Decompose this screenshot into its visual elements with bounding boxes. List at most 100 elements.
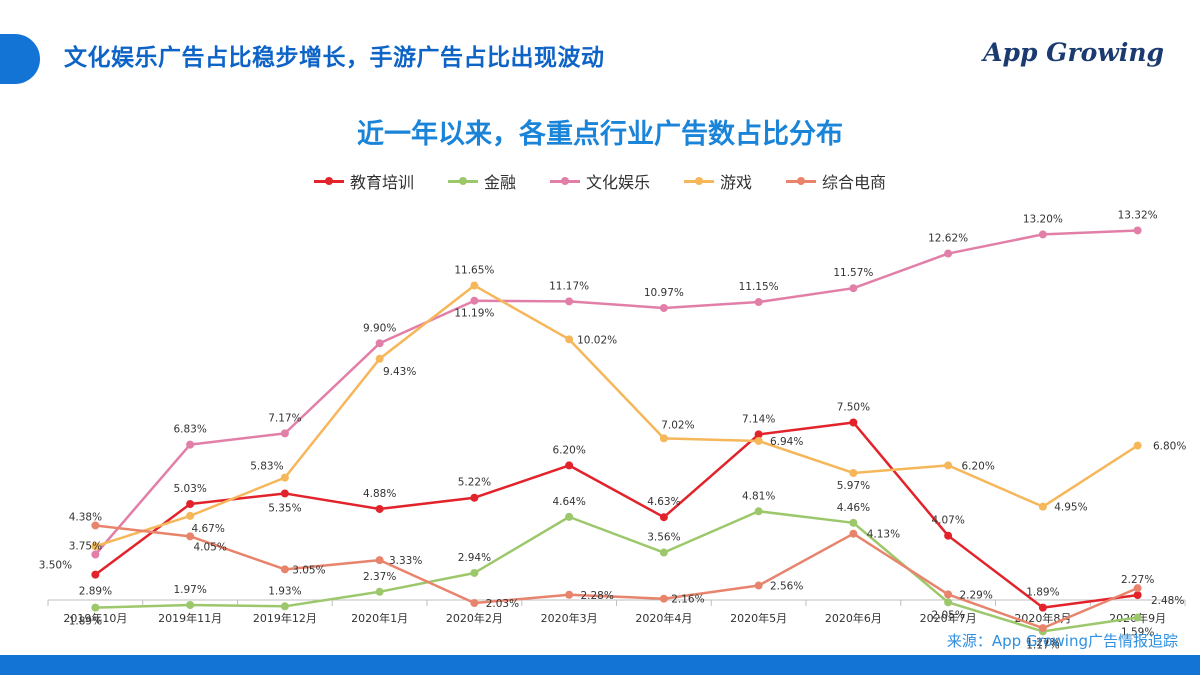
data-label: 2.56%	[770, 581, 803, 593]
data-point	[944, 590, 953, 599]
page-title: 文化娱乐广告占比稳步增长，手游广告占比出现波动	[64, 45, 605, 71]
data-point	[944, 531, 953, 540]
data-label: 1.89%	[69, 616, 102, 628]
legend-swatch-icon	[684, 174, 714, 188]
data-label: 9.43%	[383, 366, 416, 378]
x-tick-label: 2020年5月	[730, 611, 787, 625]
data-label: 1.89%	[1026, 587, 1059, 599]
data-point	[659, 434, 668, 443]
data-point	[470, 493, 479, 502]
data-label: 2.05%	[931, 609, 964, 621]
data-point	[849, 529, 858, 538]
series-line	[95, 510, 1138, 633]
data-point	[1133, 441, 1142, 450]
x-tick-label: 2020年3月	[541, 611, 598, 625]
data-point	[280, 565, 289, 574]
series-line	[95, 524, 1139, 630]
data-label: 5.03%	[173, 483, 206, 495]
data-label: 1.59%	[1121, 627, 1154, 639]
data-label: 3.05%	[292, 564, 325, 576]
legend-label: 文化娱乐	[585, 173, 650, 192]
data-point	[754, 436, 763, 445]
series-line	[94, 421, 1138, 609]
x-tick-label: 2020年2月	[446, 611, 503, 625]
data-point	[849, 518, 858, 527]
data-label: 6.83%	[173, 424, 206, 436]
data-label: 3.33%	[389, 555, 422, 567]
data-label: 2.29%	[959, 589, 992, 601]
data-point	[565, 512, 574, 521]
data-label: 4.38%	[69, 511, 102, 523]
data-point	[659, 548, 668, 557]
data-label: 10.02%	[577, 334, 617, 346]
data-label: 11.57%	[833, 267, 873, 279]
data-point	[565, 461, 574, 470]
data-point	[659, 594, 668, 603]
data-point	[1038, 502, 1047, 511]
data-point	[91, 603, 100, 612]
data-label: 6.80%	[1153, 441, 1186, 453]
legend-swatch-icon	[786, 174, 817, 188]
data-point	[659, 303, 668, 312]
data-point	[375, 556, 384, 565]
data-point	[565, 297, 574, 306]
data-point	[280, 602, 289, 611]
data-label: 3.50%	[39, 560, 72, 572]
data-point	[375, 504, 384, 513]
data-point	[1133, 584, 1142, 593]
data-point	[1038, 603, 1047, 612]
source-note: 来源：App Growing广告情报追踪	[946, 632, 1178, 650]
legend-item: 文化娱乐	[549, 169, 650, 193]
legend-item: 金融	[447, 169, 516, 193]
legend-item: 综合电商	[786, 169, 886, 193]
data-label: 10.97%	[644, 287, 684, 299]
data-point	[849, 418, 858, 427]
data-point	[470, 568, 479, 577]
series-line	[94, 229, 1138, 556]
data-label: 11.17%	[549, 280, 589, 292]
data-point	[91, 550, 100, 559]
data-label: 12.62%	[928, 233, 968, 245]
data-point	[1133, 591, 1142, 600]
header-accent-tab	[0, 34, 40, 84]
data-point	[1133, 226, 1142, 235]
data-point	[1133, 613, 1142, 622]
data-point	[565, 335, 574, 344]
x-tick-label: 2020年8月	[1014, 611, 1071, 625]
legend-label: 金融	[483, 173, 516, 192]
data-label: 1.27%	[1026, 637, 1059, 649]
data-label: 6.20%	[961, 460, 994, 472]
data-point	[280, 429, 289, 438]
data-label: 3.56%	[647, 532, 680, 544]
x-tick-label: 2020年7月	[920, 611, 977, 625]
data-point	[375, 354, 384, 363]
data-point	[565, 590, 574, 599]
data-label: 13.20%	[1023, 213, 1063, 225]
legend-item: 游戏	[684, 169, 752, 193]
data-point	[754, 430, 763, 439]
data-label: 13.32%	[1118, 209, 1158, 221]
data-point	[186, 440, 195, 449]
legend-item: 教育培训	[313, 169, 414, 193]
data-label: 6.20%	[552, 444, 585, 456]
brand-logo: App Growing	[983, 38, 1164, 67]
data-point	[186, 511, 195, 520]
data-label: 4.95%	[1054, 502, 1087, 514]
data-label: 3.75%	[69, 540, 102, 552]
data-point	[849, 468, 858, 477]
data-label: 4.63%	[647, 496, 680, 508]
data-point	[186, 532, 195, 541]
data-point	[1038, 624, 1047, 633]
data-label: 1.93%	[268, 585, 301, 597]
data-label: 11.15%	[739, 281, 779, 293]
x-tick-label: 2020年4月	[635, 611, 692, 625]
data-label: 7.14%	[742, 413, 775, 425]
x-tick-label: 2020年6月	[825, 611, 882, 625]
legend-label: 综合电商	[822, 173, 887, 192]
x-tick-label: 2019年12月	[253, 611, 317, 625]
data-label: 4.67%	[191, 523, 224, 535]
data-label: 2.16%	[671, 594, 704, 606]
legend-swatch-icon	[313, 174, 344, 188]
legend-label: 游戏	[720, 173, 753, 192]
data-label: 4.64%	[552, 496, 585, 508]
